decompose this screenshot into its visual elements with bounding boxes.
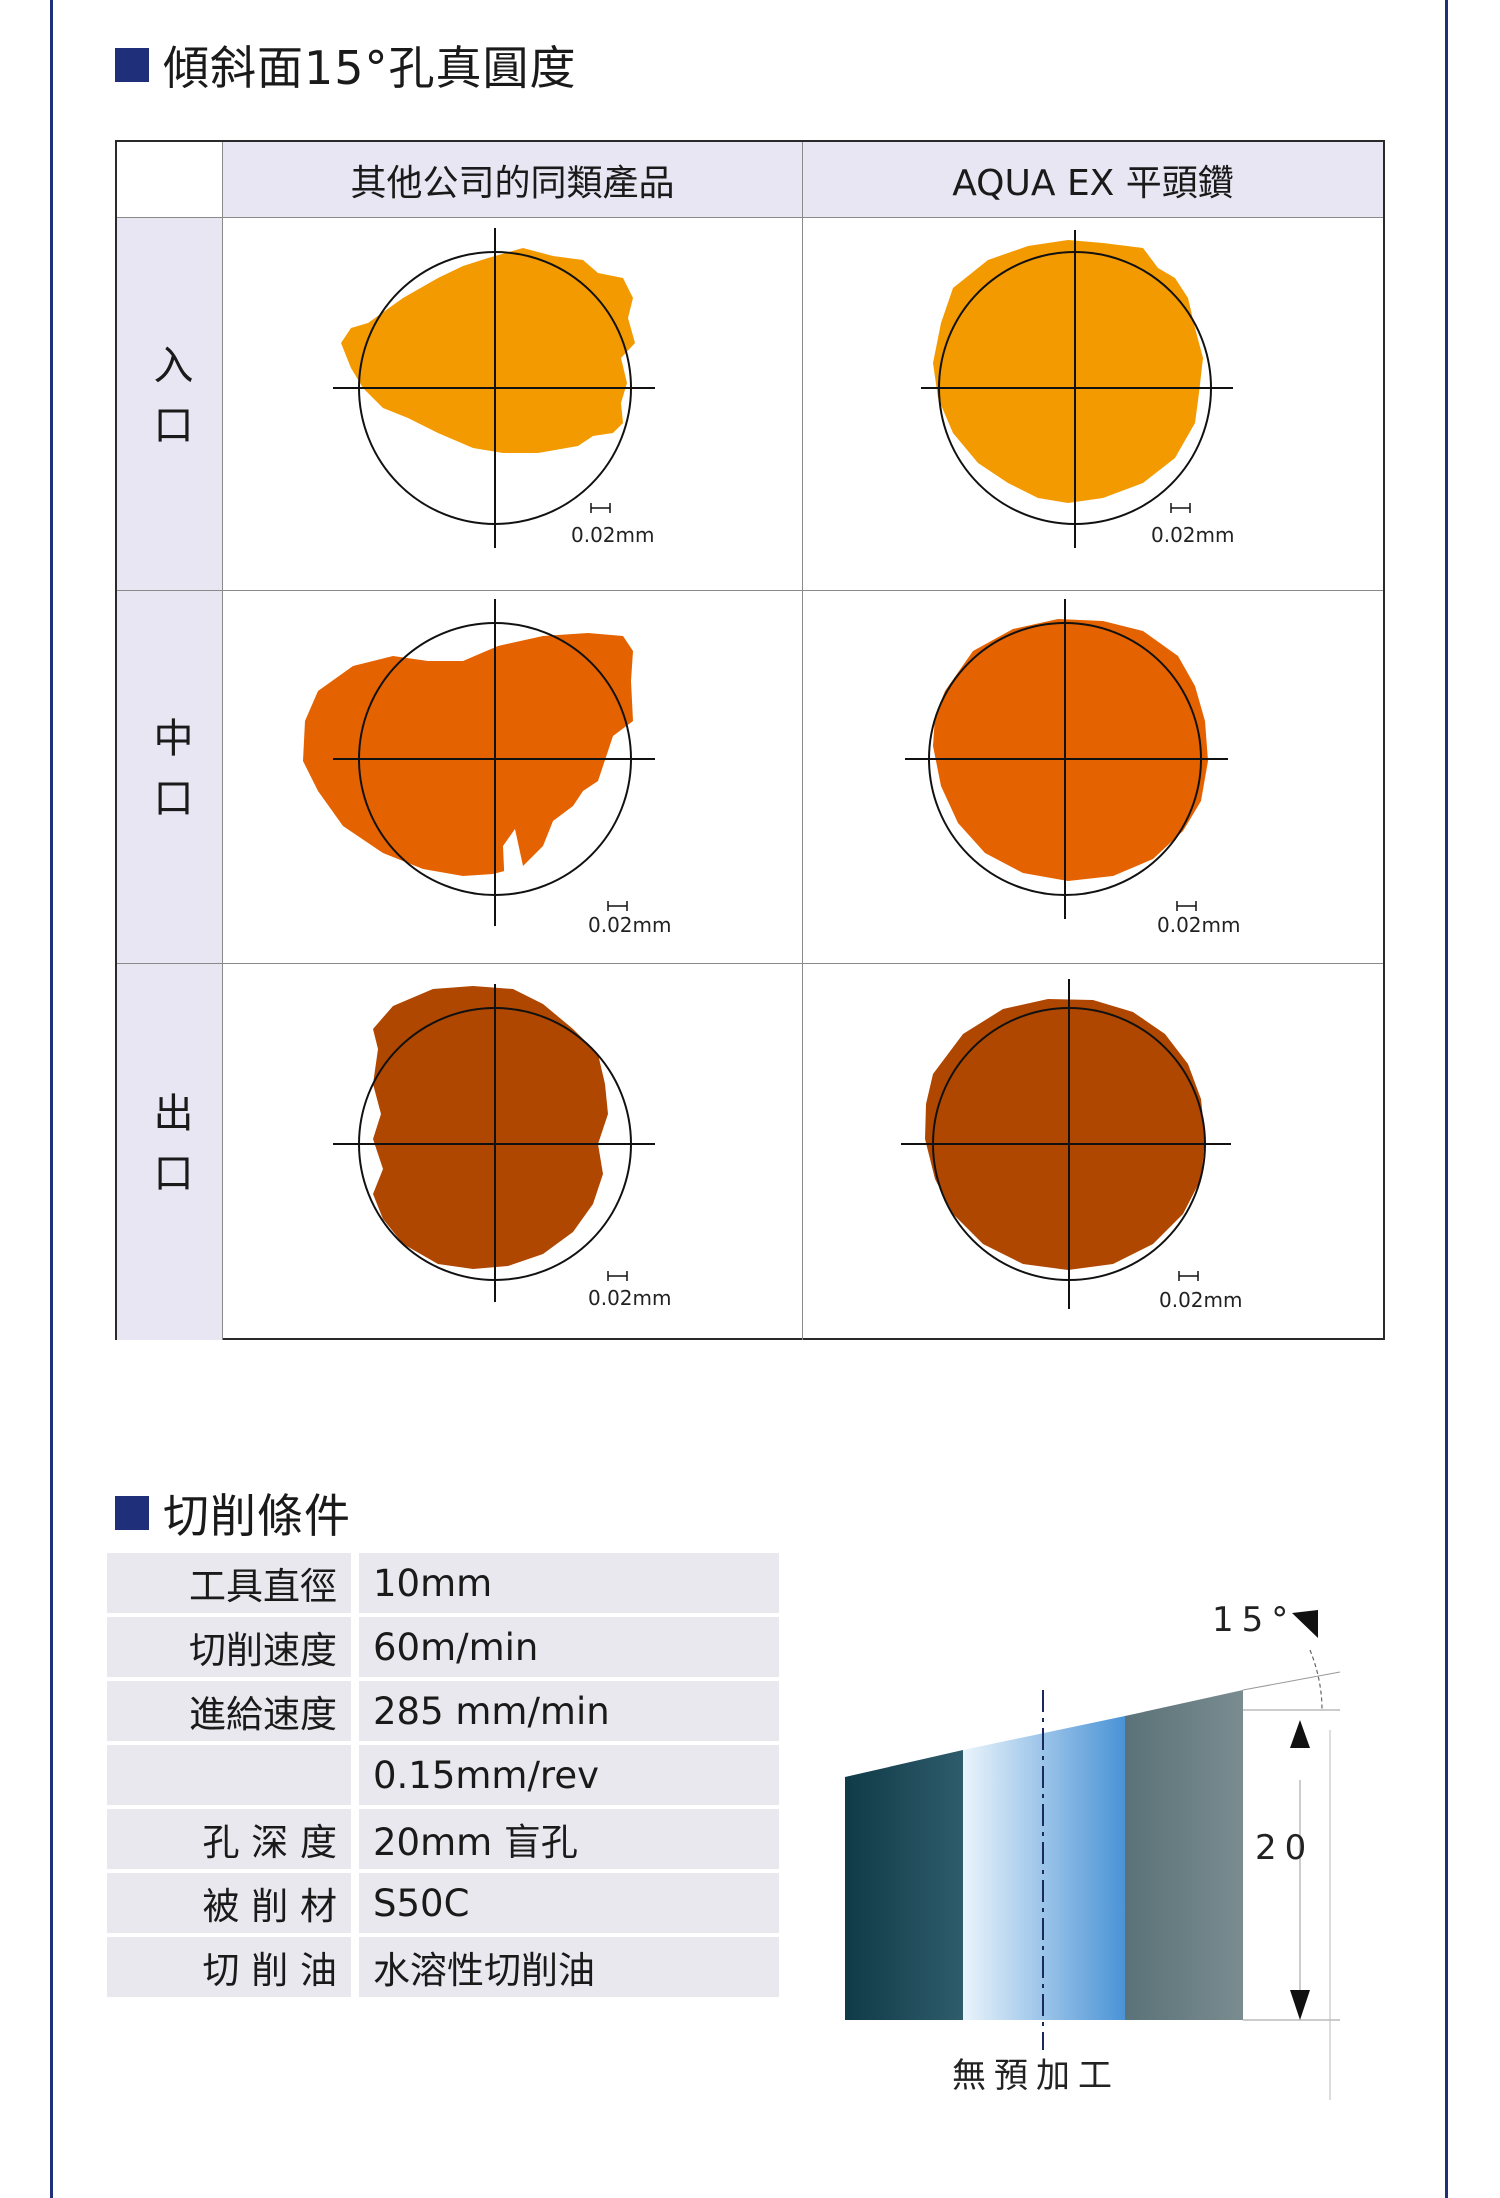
- condition-row: 工具直徑 10mm: [107, 1553, 779, 1613]
- roundness-plot-aqua-exit: 0.02mm: [803, 964, 1383, 1340]
- frame-right-line: [1445, 0, 1448, 2198]
- row-header-exit: 出口: [117, 964, 223, 1340]
- section-roundness-title-text: 傾斜面15°孔真圓度: [163, 41, 577, 95]
- condition-row: 進給速度 285 mm/min: [107, 1681, 779, 1741]
- condition-key: 孔 深 度: [107, 1809, 351, 1869]
- condition-row: 0.15mm/rev: [107, 1745, 779, 1805]
- condition-value: 20mm 盲孔: [359, 1809, 779, 1869]
- section-conditions-title-text: 切削條件: [163, 1489, 351, 1543]
- condition-key: 進給速度: [107, 1681, 351, 1741]
- condition-value: 60m/min: [359, 1617, 779, 1677]
- condition-key: 切削速度: [107, 1617, 351, 1677]
- section-roundness-title: 傾斜面15°孔真圓度: [115, 32, 577, 98]
- section-conditions-title: 切削條件: [115, 1480, 351, 1546]
- condition-row: 孔 深 度 20mm 盲孔: [107, 1809, 779, 1869]
- scale-label: 0.02mm: [588, 1286, 672, 1310]
- scale-label: 0.02mm: [588, 913, 672, 937]
- table-corner: [117, 142, 223, 218]
- inclined-hole-diagram: 15° 20 無預加工: [830, 1580, 1350, 2104]
- condition-row: 被 削 材 S50C: [107, 1873, 779, 1933]
- row-header-middle: 中口: [117, 591, 223, 964]
- scale-label: 0.02mm: [1151, 523, 1235, 547]
- depth-label: 20: [1255, 1828, 1315, 1868]
- condition-value: S50C: [359, 1873, 779, 1933]
- condition-value: 10mm: [359, 1553, 779, 1613]
- row-header-entry: 入口: [117, 218, 223, 591]
- condition-key: 工具直徑: [107, 1553, 351, 1613]
- cutting-conditions-table: 工具直徑 10mm 切削速度 60m/min 進給速度 285 mm/min 0…: [107, 1553, 779, 2001]
- scale-label: 0.02mm: [1159, 1288, 1243, 1312]
- angle-label: 15°: [1212, 1600, 1297, 1640]
- condition-key: 被 削 材: [107, 1873, 351, 1933]
- title-square-icon: [115, 48, 149, 82]
- condition-value: 285 mm/min: [359, 1681, 779, 1741]
- condition-key: [107, 1745, 351, 1805]
- condition-key: 切 削 油: [107, 1937, 351, 1997]
- frame-left-line: [50, 0, 53, 2198]
- roundness-plot-competitor-middle: 0.02mm: [223, 591, 803, 964]
- roundness-plot-competitor-exit: 0.02mm: [223, 964, 803, 1340]
- roundness-plot-aqua-middle: 0.02mm: [803, 591, 1383, 964]
- roundness-plot-competitor-entry: 0.02mm: [223, 218, 803, 591]
- condition-value: 0.15mm/rev: [359, 1745, 779, 1805]
- column-header-competitor: 其他公司的同類產品: [223, 142, 803, 218]
- scale-label: 0.02mm: [1157, 913, 1241, 937]
- diagram-caption: 無預加工: [952, 2056, 1120, 2096]
- roundness-table: 其他公司的同類產品 AQUA EX 平頭鑽 入口 0.02mm 0.02mm 中…: [115, 140, 1385, 1340]
- column-header-aqua: AQUA EX 平頭鑽: [803, 142, 1383, 218]
- condition-row: 切削速度 60m/min: [107, 1617, 779, 1677]
- scale-label: 0.02mm: [571, 523, 655, 547]
- condition-row: 切 削 油 水溶性切削油: [107, 1937, 779, 1997]
- roundness-plot-aqua-entry: 0.02mm: [803, 218, 1383, 591]
- title-square-icon: [115, 1496, 149, 1530]
- condition-value: 水溶性切削油: [359, 1937, 779, 1997]
